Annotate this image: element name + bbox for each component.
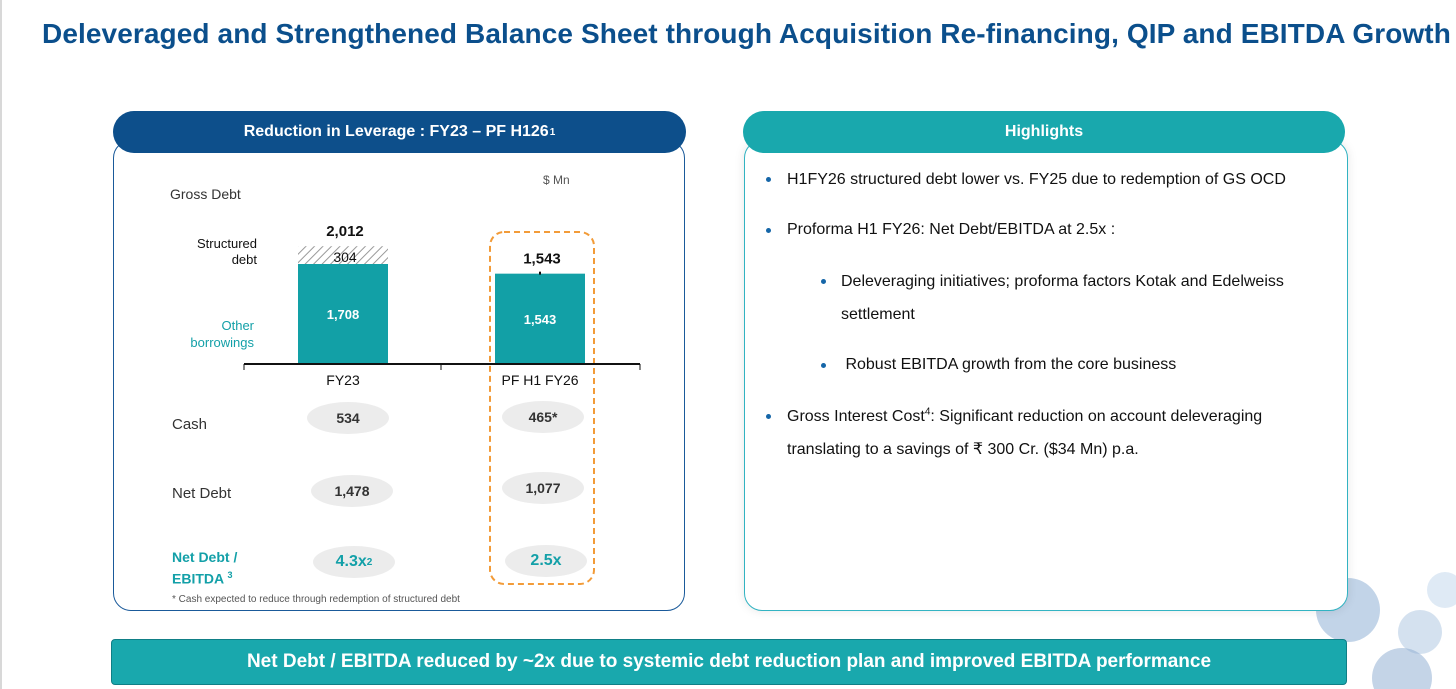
cash-footnote: * Cash expected to reduce through redemp… xyxy=(172,594,460,605)
net-debt-fy23-value: 1,478 xyxy=(311,475,393,507)
bar-other-borrowings-pf-h1-fy26 xyxy=(495,273,585,364)
highlight-bullet-2a-line1: Deleveraging initiatives; proforma facto… xyxy=(841,273,1284,290)
net-debt-ebitda-label: Net Debt / EBITDA 3 xyxy=(172,548,237,588)
other-borrowings-label-line1: Other xyxy=(221,318,254,333)
other-borrowings-label-line2: borrowings xyxy=(190,335,254,350)
net-debt-pf-value: 1,077 xyxy=(502,472,584,504)
x-tick-label-fy23: FY23 xyxy=(326,372,360,388)
bar-label-other-fy23: 1,708 xyxy=(327,307,360,322)
bar-structured-debt-fy23 xyxy=(298,246,388,264)
bullet-2a-dot xyxy=(821,279,826,284)
other-borrowings-label: Other borrowings xyxy=(170,317,254,351)
ratio-fy23-value: 4.3x 2 xyxy=(313,546,395,578)
leverage-panel-title: Reduction in Leverage : FY23 – PF H126 xyxy=(243,123,549,140)
bar-total-fy23: 2,012 xyxy=(326,223,364,240)
highlights-panel xyxy=(744,140,1348,611)
highlight-bullet-3-sup: 4 xyxy=(924,406,931,418)
leverage-panel-header: Reduction in Leverage : FY23 – PF H126 1 xyxy=(113,111,686,153)
highlight-bullet-2: Proforma H1 FY26: Net Debt/EBITDA at 2.5… xyxy=(787,221,1116,238)
ratio-pf-value: 2.5x xyxy=(505,545,587,577)
highlight-bullet-3-a: Gross Interest Cost xyxy=(787,408,925,425)
structured-debt-label: Structured debt xyxy=(170,236,257,268)
highlight-box-pf-h1-fy26 xyxy=(489,231,595,585)
highlight-bullet-3: Gross Interest Cost4: Significant reduct… xyxy=(787,400,1262,466)
leverage-panel xyxy=(113,140,685,611)
highlight-bullet-2b: Robust EBITDA growth from the core busin… xyxy=(841,356,1177,373)
slide-left-edge xyxy=(0,0,2,689)
structured-debt-label-line1: Structured xyxy=(197,236,257,251)
ratio-label-line1: Net Debt / xyxy=(172,549,238,565)
bar-label-structured-fy23: 304 xyxy=(333,249,357,265)
bar-total-pf-h1-fy26: 1,543 xyxy=(523,251,561,268)
cash-fy23-value: 534 xyxy=(307,402,389,434)
highlight-bullet-1: H1FY26 structured debt lower vs. FY25 du… xyxy=(787,171,1286,188)
gross-debt-label: Gross Debt xyxy=(170,186,241,202)
ratio-label-sup: 3 xyxy=(227,570,233,580)
highlight-bullet-2a-line2: settlement xyxy=(841,306,915,323)
leverage-panel-title-sup: 1 xyxy=(549,126,556,138)
footer-summary-bar: Net Debt / EBITDA reduced by ~2x due to … xyxy=(111,639,1347,685)
bullet-3-dot xyxy=(766,414,771,419)
bullet-2-dot xyxy=(766,228,771,233)
highlight-bullet-3-b: : Significant reduction on account delev… xyxy=(930,408,1263,425)
cash-label: Cash xyxy=(172,416,208,433)
net-debt-label: Net Debt xyxy=(172,485,232,502)
slide-title: Deleveraged and Strengthened Balance She… xyxy=(42,18,1451,49)
highlight-bullet-3-line2: translating to a savings of ₹ 300 Cr. ($… xyxy=(787,441,1139,458)
highlights-header: Highlights xyxy=(743,111,1345,153)
ratio-label-line2: EBITDA xyxy=(172,570,224,587)
leverage-bar-chart: 1,708 304 2,012 FY23 1,543 1,543 PF H1 FY26 xyxy=(243,223,641,585)
x-tick-label-pf-h1-fy26: PF H1 FY26 xyxy=(501,372,578,388)
ratio-fy23-sup: 2 xyxy=(366,556,373,568)
unit-label: $ Mn xyxy=(543,173,570,187)
bar-label-other-pf-h1-fy26: 1,543 xyxy=(524,312,557,327)
bullet-1-dot xyxy=(766,177,771,182)
cash-pf-value: 465* xyxy=(502,401,584,433)
bullet-2b-dot xyxy=(821,363,826,368)
structured-debt-label-line2: debt xyxy=(231,252,257,267)
ratio-fy23-text: 4.3x xyxy=(335,553,367,570)
bar-other-borrowings-fy23 xyxy=(298,264,388,364)
highlight-bullet-2a: Deleveraging initiatives; proforma facto… xyxy=(841,265,1284,331)
